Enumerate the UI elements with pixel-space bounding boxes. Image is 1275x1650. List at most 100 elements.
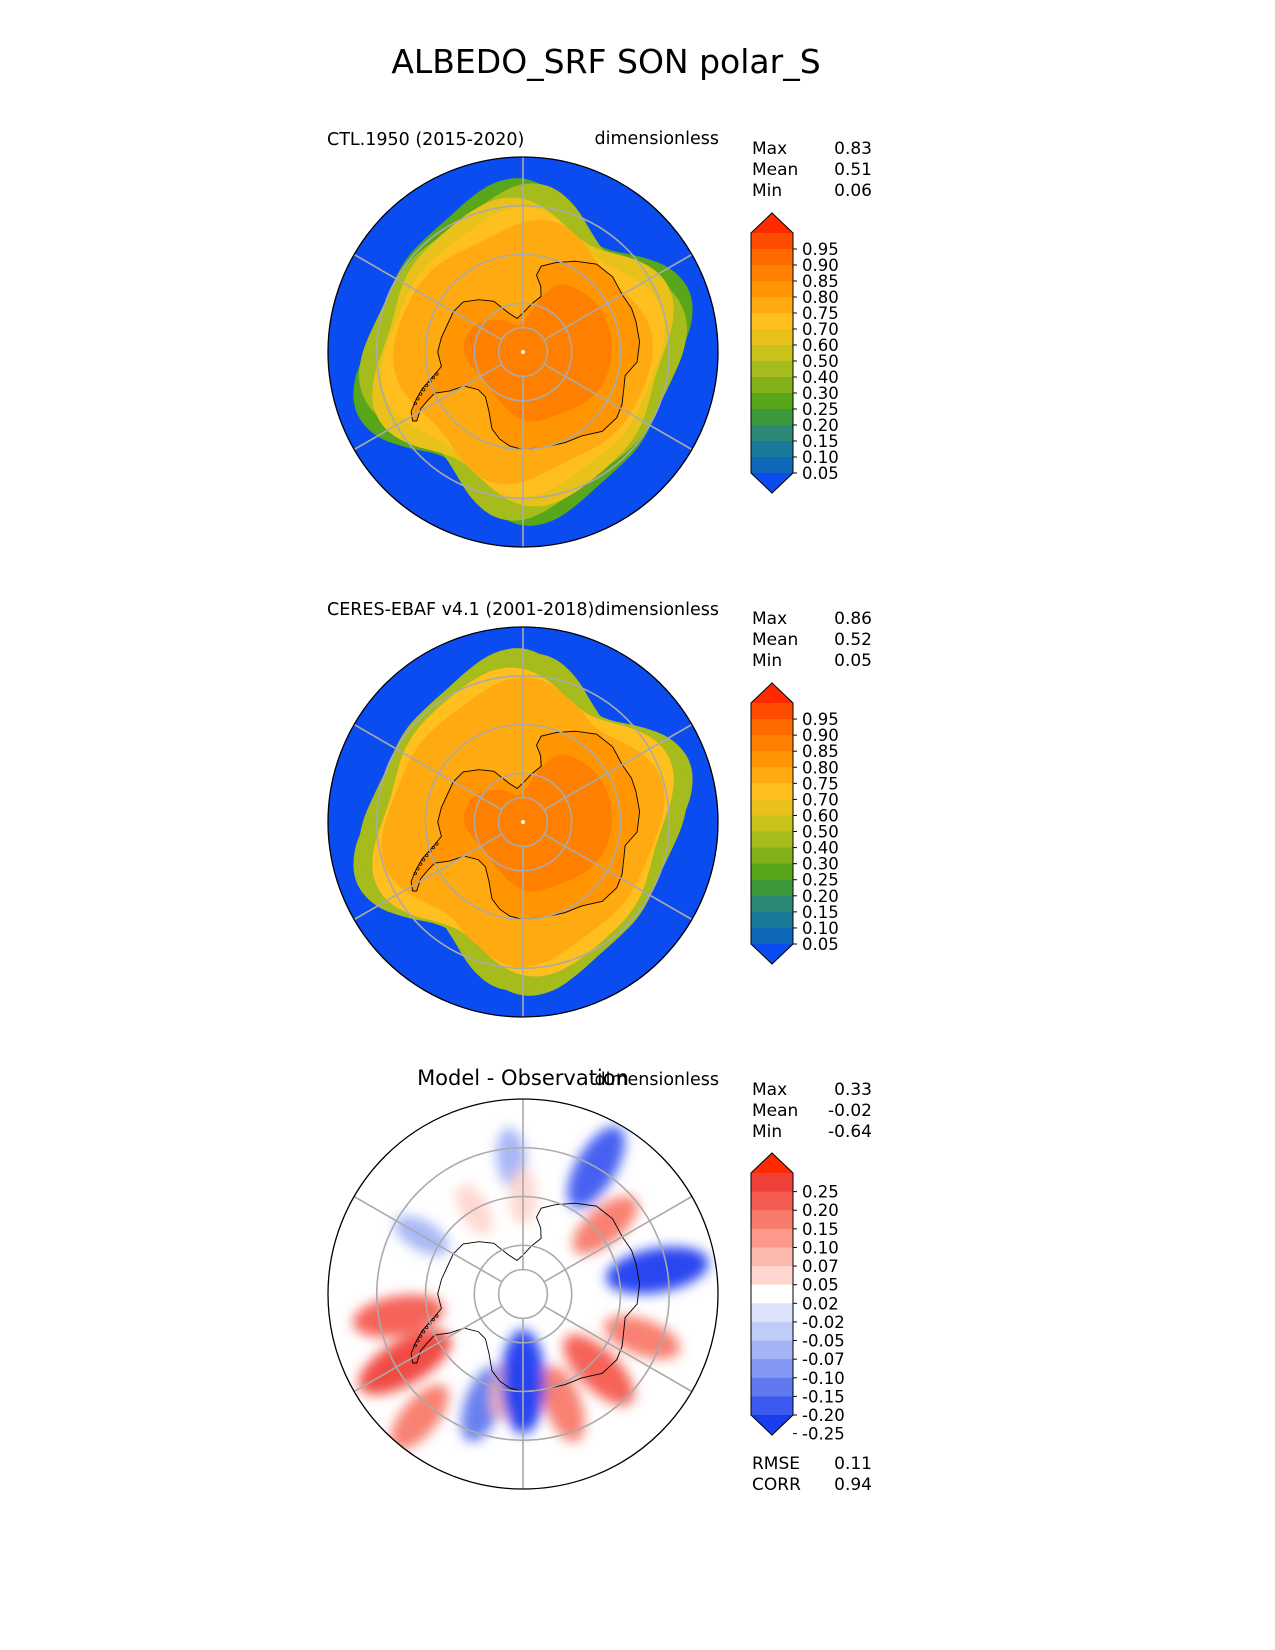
stat-label-max: Max — [752, 609, 787, 629]
colorbar-tick-label: 0.40 — [802, 368, 839, 387]
island-outline — [416, 867, 420, 871]
colorbar-segment — [751, 265, 793, 282]
colorbar-segment — [751, 735, 793, 752]
island-outline — [431, 1317, 435, 1322]
stat-label-min: Min — [752, 651, 782, 671]
stat-label-mean: Mean — [752, 1101, 798, 1121]
colorbar-segment — [751, 911, 793, 929]
colorbar-extend-min — [751, 944, 793, 964]
colorbar-tick-label: 0.80 — [802, 758, 839, 777]
stat-value-mean: -0.02 — [828, 1101, 872, 1121]
colorbar-tick-label: -0.05 — [802, 1332, 845, 1351]
island-outline — [416, 397, 420, 401]
colorbar-tick-label: 0.70 — [802, 320, 839, 339]
colorbar-tick-label: 0.15 — [802, 432, 839, 451]
colorbar-segment — [751, 297, 793, 314]
meridian-line — [543, 723, 693, 811]
stat-value-mean: 0.51 — [834, 160, 872, 180]
colorbar-tick-label: 0.95 — [802, 710, 839, 729]
colorbar-segment — [751, 457, 793, 474]
colorbar-tick-label: 0.80 — [802, 288, 839, 307]
stats-block: Max 0.83 Mean 0.51 Min 0.06 — [752, 139, 872, 201]
colorbar-tick-label: 0.30 — [802, 855, 839, 874]
colorbar-tick-label: 0.30 — [802, 384, 839, 403]
island-outline — [421, 388, 426, 392]
colorbar-tick-label: 0.25 — [802, 400, 839, 419]
stat-label-mean: Mean — [752, 160, 798, 180]
extra-stats-block: RMSE 0.11 CORR 0.94 — [752, 1454, 872, 1495]
colorbar-segment — [751, 767, 793, 784]
meridian-line — [353, 1195, 503, 1283]
colorbar-tick-label: 0.90 — [802, 726, 839, 745]
island-outline — [418, 392, 423, 396]
meridian-line — [543, 833, 693, 921]
colorbar-segment — [751, 377, 793, 394]
pole-marker — [521, 1292, 525, 1296]
colorbar-segment — [751, 233, 793, 250]
island-outline — [431, 845, 435, 850]
colorbar-segment — [751, 783, 793, 800]
panel-title: Model - Observation — [417, 1066, 629, 1090]
colorbar-tick-label: 0.02 — [802, 1294, 839, 1313]
stat-label-max: Max — [752, 1080, 787, 1100]
colorbar-tick-label: 0.85 — [802, 272, 839, 291]
colorbar-segment — [751, 249, 793, 266]
colorbar-segment — [751, 879, 793, 897]
colorbar-extend-max — [751, 683, 793, 703]
panel-units: dimensionless — [594, 1070, 719, 1090]
map-boundary — [327, 156, 719, 548]
colorbar-segment — [751, 281, 793, 298]
meridian-line — [543, 1195, 693, 1283]
stat-label-min: Min — [752, 1122, 782, 1142]
colorbar-tick-label: 0.20 — [802, 887, 839, 906]
stats-block: Max 0.86 Mean 0.52 Min 0.05 — [752, 609, 872, 671]
meridian-line — [543, 363, 693, 451]
colorbar-tick-label: 0.50 — [802, 352, 839, 371]
colorbar-tick-label: -0.07 — [802, 1350, 845, 1369]
colorbar-segment — [751, 345, 793, 362]
meridian-line — [353, 833, 503, 921]
colorbar-segment — [751, 799, 793, 816]
plateau-field — [463, 754, 613, 892]
coastline — [410, 260, 641, 450]
colorbar-tick-label: 0.60 — [802, 806, 839, 825]
graticule — [353, 157, 693, 547]
colorbar-tick-label: 0.50 — [802, 823, 839, 842]
colorbar-tick-label: 0.70 — [802, 790, 839, 809]
stat-label-min: Min — [752, 181, 782, 201]
colorbar-segment — [751, 1210, 793, 1230]
colorbar-tick-label: 0.10 — [802, 1238, 839, 1257]
island-outline — [413, 871, 417, 876]
coastline — [410, 730, 641, 920]
colorbar-tick-label: -0.15 — [802, 1387, 845, 1406]
panel-model: CTL.1950 (2015-2020) dimensionless Max 0… — [327, 129, 872, 548]
colorbar-tick-label: 0.95 — [802, 240, 839, 259]
pole-marker — [521, 820, 525, 824]
colorbar-segment — [751, 1191, 793, 1211]
graticule — [353, 1099, 693, 1489]
colorbar-segment — [751, 441, 793, 458]
island-outline — [416, 1339, 420, 1343]
island-outline — [435, 372, 439, 376]
stat-value-mean: 0.52 — [834, 630, 872, 650]
colorbar-tick-label: 0.75 — [802, 774, 839, 793]
panel-difference: Model - Observation dimensionless Max 0.… — [327, 1066, 872, 1495]
island-outline — [431, 375, 435, 380]
colorbar-tick-label: 0.15 — [802, 1220, 839, 1239]
colorbar-tick-label: -0.02 — [802, 1313, 845, 1332]
colorbar-segment — [751, 409, 793, 426]
colorbar-segment — [751, 425, 793, 442]
island-outline — [418, 862, 423, 866]
colorbar-tick-label: 0.05 — [802, 1276, 839, 1295]
colorbar-tick-label: 0.20 — [802, 1201, 839, 1220]
panel-title: CTL.1950 (2015-2020) — [327, 130, 524, 150]
stat-value-max: 0.86 — [834, 609, 872, 629]
colorbar-segment — [751, 1173, 793, 1193]
colorbar-extend-max — [751, 1153, 793, 1173]
colorbar-tick-label: 0.10 — [802, 919, 839, 938]
colorbar-tick-label: 0.20 — [802, 416, 839, 435]
panel-units: dimensionless — [594, 129, 719, 149]
colorbar-segment — [751, 1321, 793, 1342]
colorbar-segment — [751, 1266, 793, 1286]
